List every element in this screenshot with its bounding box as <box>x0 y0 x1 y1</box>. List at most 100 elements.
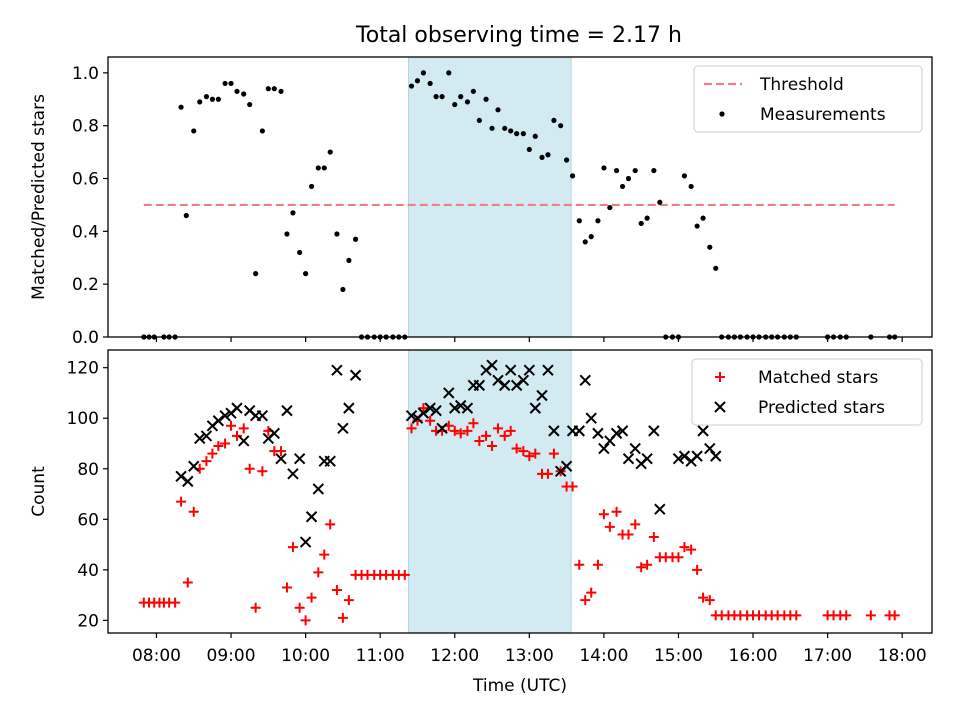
measurement-point <box>576 218 582 224</box>
bottom-ylabel: Count <box>29 466 49 517</box>
measurement-point <box>234 88 240 94</box>
measurement-point <box>427 80 433 87</box>
matched-star-point <box>642 559 653 570</box>
predicted-star-point <box>579 374 591 387</box>
predicted-star-point <box>343 402 355 414</box>
matched-star-point <box>586 587 597 598</box>
predicted-star-point <box>622 452 635 465</box>
top-ytick-label: 0.2 <box>72 275 99 295</box>
measurement-point <box>241 91 247 97</box>
matched-star-point <box>511 443 522 454</box>
measurement-point <box>209 96 215 102</box>
matched-star-point <box>449 425 460 436</box>
top-legend-box <box>693 65 923 133</box>
predicted-star-point <box>324 455 336 467</box>
predicted-star-point <box>231 402 243 414</box>
matched-star-point <box>505 425 516 436</box>
measurement-point <box>346 257 352 263</box>
matched-star-point <box>704 595 715 606</box>
matched-star-point <box>841 610 852 621</box>
measurement-point <box>476 117 482 123</box>
matched-star-point <box>201 456 212 467</box>
matched-star-point <box>481 430 492 441</box>
bottom-ytick-label: 60 <box>77 510 99 530</box>
measurement-point <box>265 86 271 92</box>
matched-star-point <box>580 595 591 606</box>
measurement-point <box>489 125 495 131</box>
measurement-point <box>508 128 514 134</box>
matched-star-point <box>220 438 231 449</box>
matched-star-point <box>468 418 479 429</box>
measurement-point <box>495 107 501 113</box>
measurement-point <box>551 117 557 123</box>
predicted-star-point <box>194 432 206 445</box>
matched-star-point <box>524 451 535 462</box>
matched-star-point <box>679 542 690 553</box>
matched-star-point <box>611 506 622 517</box>
predicted-star-point <box>691 450 703 462</box>
predicted-star-point <box>275 452 287 465</box>
predicted-star-point <box>573 425 585 437</box>
top-legend-label: Measurements <box>760 105 886 125</box>
matched-star-point <box>692 564 703 575</box>
predicted-star-point <box>417 407 430 419</box>
predicted-star-point <box>443 387 455 399</box>
measurement-point <box>315 165 321 171</box>
predicted-star-point <box>436 422 448 435</box>
matched-star-point <box>425 415 436 426</box>
matched-star-point <box>648 531 659 542</box>
measurement-point <box>582 239 588 245</box>
bottom-legend: Matched stars Predicted stars <box>691 358 923 426</box>
measurement-point <box>613 167 620 174</box>
predicted-star-point <box>499 379 511 392</box>
measurement-point <box>183 212 189 219</box>
matched-star-point <box>281 582 292 593</box>
matched-star-point <box>542 468 553 479</box>
bottom-xtick-label: 14:00 <box>579 646 628 666</box>
predicted-star-point <box>542 364 554 376</box>
measurement-point <box>532 133 538 139</box>
predicted-star-point <box>188 460 200 472</box>
measurement-point <box>203 94 210 100</box>
measurement-point <box>352 236 359 242</box>
bottom-xlabel: Time (UTC) <box>472 676 567 696</box>
matched-star-point <box>462 425 473 436</box>
bottom-xtick-label: 12:00 <box>430 646 479 666</box>
matched-star-point <box>170 597 181 608</box>
measurement-point <box>414 78 421 84</box>
bottom-ytick-label: 20 <box>77 611 99 631</box>
measurement-point <box>657 199 663 205</box>
predicted-star-point <box>219 409 231 422</box>
bottom-xtick-label: 15:00 <box>654 646 703 666</box>
measurement-point <box>700 215 706 221</box>
predicted-star-point <box>293 452 306 465</box>
predicted-star-point <box>548 425 560 437</box>
measurement-point <box>681 173 688 179</box>
matched-star-point <box>418 403 429 414</box>
matched-star-point <box>207 448 218 459</box>
predicted-star-point <box>349 369 362 381</box>
measurement-point <box>707 244 713 250</box>
predicted-star-point <box>704 442 716 455</box>
matched-star-point <box>548 448 559 459</box>
matched-star-point <box>530 448 541 459</box>
top-legend-label: Threshold <box>759 75 844 95</box>
matched-star-point <box>636 562 647 573</box>
measurement-point <box>191 128 197 134</box>
matched-star-point <box>313 567 324 578</box>
bottom-legend-box <box>691 358 923 426</box>
measurement-point <box>247 101 253 108</box>
measurement-point <box>452 101 458 108</box>
matched-star-point <box>331 585 342 596</box>
matched-star-point <box>406 423 417 434</box>
top-ytick-label: 0.4 <box>72 222 99 242</box>
matched-star-point <box>698 592 709 603</box>
measurement-point <box>271 86 277 92</box>
measurement-point <box>446 70 452 76</box>
predicted-star-point <box>648 425 660 437</box>
measurement-point <box>290 210 296 216</box>
predicted-star-point <box>200 430 213 442</box>
matched-star-point <box>455 428 466 439</box>
predicted-star-point <box>610 427 623 440</box>
matched-star-point <box>673 552 684 563</box>
